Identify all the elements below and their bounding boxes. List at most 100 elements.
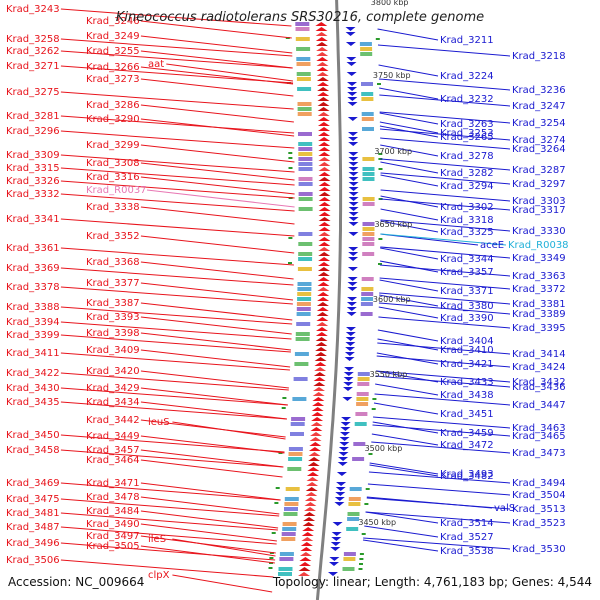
right-leader-line bbox=[377, 44, 511, 57]
reverse-gene-mark bbox=[348, 132, 358, 136]
forward-gene-mark bbox=[318, 137, 331, 141]
gene-category-block bbox=[356, 397, 369, 401]
forward-gene-mark bbox=[318, 127, 330, 131]
gene-category-block bbox=[284, 507, 298, 511]
gene-category-block bbox=[298, 192, 313, 196]
left-gene-label: Krad_3326 bbox=[6, 176, 60, 187]
right-gene-label: Krad_3317 bbox=[512, 205, 566, 216]
right-leader-line bbox=[363, 537, 511, 550]
reverse-gene-mark bbox=[347, 97, 358, 101]
right-leader-line bbox=[380, 172, 511, 185]
left-leader-line bbox=[60, 130, 295, 149]
forward-gene-mark bbox=[318, 252, 331, 256]
gene-category-block bbox=[362, 237, 375, 241]
right-gene-label: Krad_3224 bbox=[440, 71, 494, 82]
gene-category-block bbox=[296, 307, 311, 311]
right-gene-label: Krad_3410 bbox=[440, 345, 494, 356]
gene-category-block bbox=[361, 292, 374, 296]
left-gene-label: Krad_3315 bbox=[6, 163, 60, 174]
rna-mark bbox=[358, 568, 363, 570]
left-gene-label: Krad_R0037 bbox=[86, 185, 147, 196]
right-leader-line bbox=[377, 329, 439, 342]
forward-gene-mark bbox=[314, 357, 327, 361]
gene-category-block bbox=[281, 532, 296, 536]
reverse-gene-mark bbox=[343, 372, 354, 376]
left-leader-line bbox=[140, 176, 295, 195]
right-gene-label: Krad_3421 bbox=[440, 359, 494, 370]
left-gene-label: Krad_3506 bbox=[6, 555, 60, 566]
forward-gene-mark bbox=[300, 542, 313, 546]
right-leader-line bbox=[377, 28, 439, 41]
right-leader-line bbox=[378, 64, 439, 77]
reverse-gene-mark bbox=[347, 277, 358, 281]
gene-category-block bbox=[284, 497, 299, 501]
right-leader-line bbox=[373, 416, 511, 429]
rna-mark bbox=[288, 262, 292, 264]
left-gene-label: Krad_3388 bbox=[6, 302, 60, 313]
right-gene-label: Krad_3218 bbox=[512, 51, 566, 62]
left-leader-line bbox=[166, 63, 294, 82]
left-gene-label: Krad_3429 bbox=[86, 383, 140, 394]
forward-gene-mark bbox=[317, 117, 330, 121]
right-gene-label: Krad_3538 bbox=[440, 546, 494, 557]
right-gene-label: Krad_3414 bbox=[512, 349, 566, 360]
right-gene-label: Krad_3282 bbox=[440, 168, 494, 179]
right-leader-line bbox=[375, 375, 511, 388]
gene-category-block bbox=[296, 322, 311, 326]
forward-gene-mark bbox=[306, 472, 319, 476]
forward-gene-mark bbox=[316, 62, 329, 66]
rna-mark bbox=[274, 502, 279, 504]
gene-category-block bbox=[354, 422, 367, 426]
forward-gene-mark bbox=[313, 387, 325, 391]
left-leader-line bbox=[60, 559, 274, 578]
reverse-gene-mark bbox=[345, 347, 356, 351]
reverse-gene-mark bbox=[347, 82, 357, 86]
forward-gene-mark bbox=[306, 482, 319, 486]
forward-gene-mark bbox=[308, 452, 321, 456]
gene-category-block bbox=[287, 467, 302, 471]
right-gene-label: Krad_3302 bbox=[440, 202, 494, 213]
kbp-marker: 3650 kbp bbox=[374, 220, 412, 229]
left-leader-line bbox=[60, 434, 285, 453]
rna-mark bbox=[275, 487, 280, 489]
gene-category-block bbox=[357, 372, 370, 376]
left-gene-label: Krad_3399 bbox=[6, 330, 60, 341]
left-leader-line bbox=[140, 235, 295, 254]
reverse-gene-mark bbox=[348, 212, 359, 216]
reverse-gene-mark bbox=[348, 247, 359, 251]
reverse-gene-mark bbox=[341, 417, 352, 421]
reverse-gene-mark bbox=[348, 232, 359, 236]
right-leader-line bbox=[380, 233, 507, 246]
gene-category-block bbox=[298, 132, 312, 136]
gene-category-block bbox=[360, 47, 373, 51]
forward-gene-mark bbox=[310, 427, 323, 431]
forward-gene-mark bbox=[310, 432, 322, 436]
reverse-gene-mark bbox=[335, 492, 346, 496]
forward-gene-mark bbox=[307, 462, 320, 466]
forward-gene-mark bbox=[299, 562, 311, 566]
gene-category-block bbox=[355, 412, 368, 416]
left-gene-label: Krad_3505 bbox=[86, 541, 140, 552]
kbp-marker: 3550 kbp bbox=[370, 370, 408, 379]
right-gene-label: Krad_3318 bbox=[440, 215, 494, 226]
gene-category-block bbox=[290, 422, 305, 426]
rna-mark bbox=[378, 198, 383, 200]
left-leader-line bbox=[140, 261, 294, 280]
forward-gene-mark bbox=[318, 162, 331, 166]
right-leader-line bbox=[375, 370, 511, 383]
forward-gene-mark bbox=[317, 272, 330, 276]
left-leader-line bbox=[146, 189, 295, 208]
right-gene-label: Krad_3493 bbox=[440, 469, 494, 480]
reverse-gene-mark bbox=[347, 282, 358, 286]
gene-category-block bbox=[283, 512, 298, 516]
gene-category-block bbox=[360, 312, 373, 316]
forward-gene-mark bbox=[317, 287, 330, 291]
right-leader-line bbox=[380, 144, 439, 157]
forward-gene-mark bbox=[316, 317, 329, 321]
gene-category-block bbox=[346, 527, 359, 531]
gene-category-block bbox=[342, 567, 355, 571]
kbp-marker: 3750 kbp bbox=[373, 71, 411, 80]
reverse-gene-mark bbox=[329, 557, 340, 561]
gene-category-block bbox=[362, 197, 375, 201]
right-gene-label: Krad_3424 bbox=[512, 362, 566, 373]
